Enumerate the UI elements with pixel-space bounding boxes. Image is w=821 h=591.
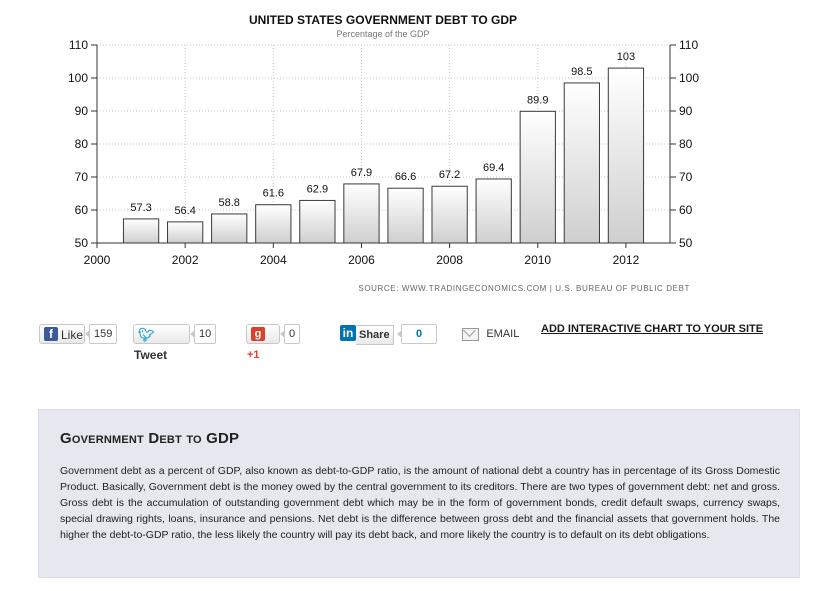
- x-tick-label: 2000: [84, 253, 111, 267]
- tweet-count: 10: [189, 324, 217, 344]
- bar-value-label: 58.8: [219, 197, 240, 209]
- linkedin-icon: in: [340, 325, 356, 341]
- bar: [299, 199, 336, 244]
- chart-subtitle: Percentage of the GDP: [336, 29, 429, 39]
- bar-value-label: 57.3: [130, 202, 151, 214]
- facebook-like-button[interactable]: f Like: [39, 324, 85, 344]
- bar: [431, 185, 468, 244]
- bar-value-label: 61.6: [263, 188, 284, 200]
- y-tick-label-right: 90: [679, 104, 693, 118]
- x-tick-label: 2008: [436, 253, 463, 267]
- facebook-like-group: f Like 159: [39, 324, 118, 346]
- facebook-like-count: 159: [84, 324, 118, 344]
- email-icon: [462, 328, 479, 341]
- linkedin-share-label: Share: [356, 325, 394, 345]
- x-tick-label: 2004: [260, 253, 287, 267]
- debt-to-gdp-chart: UNITED STATES GOVERNMENT DEBT TO GDP Per…: [68, 13, 699, 293]
- chart-area: UNITED STATES GOVERNMENT DEBT TO GDP Per…: [68, 13, 699, 293]
- y-tick-label-left: 110: [69, 38, 88, 52]
- y-tick-label-left: 60: [75, 203, 89, 217]
- tweet-label: Tweet: [134, 348, 168, 362]
- bars: 57.3 56.4 58.8 61.6 62.9 67.9 66.6 67.2 69.4 89.9…: [122, 51, 645, 244]
- email-group[interactable]: EMAIL: [462, 324, 519, 346]
- bar-value-label: 89.9: [527, 94, 548, 106]
- twitter-bird-icon: 🐦︎: [138, 327, 155, 342]
- x-tick-label: 2010: [524, 253, 551, 267]
- google-plus-count: 0: [279, 324, 301, 344]
- chart-title: UNITED STATES GOVERNMENT DEBT TO GDP: [249, 13, 517, 27]
- tweet-group: 🐦︎ Tweet 10: [133, 324, 217, 362]
- bar: [255, 204, 292, 244]
- google-g-icon: g: [251, 327, 265, 341]
- bar: [607, 67, 645, 244]
- facebook-like-label: Like: [61, 328, 84, 342]
- bar-value-label: 67.9: [351, 167, 372, 179]
- x-tick-label: 2012: [613, 253, 640, 267]
- bar-value-label: 62.9: [307, 183, 328, 195]
- chart-source: SOURCE: WWW.TRADINGECONOMICS.COM | U.S. …: [358, 284, 690, 293]
- y-tick-label-left: 80: [75, 137, 89, 151]
- y-tick-label-right: 50: [679, 236, 693, 250]
- y-tick-label-left: 50: [75, 236, 89, 250]
- bar: [343, 183, 380, 244]
- facebook-icon: f: [44, 327, 58, 341]
- description-text: Government debt as a percent of GDP, als…: [60, 465, 780, 541]
- y-tick-label-right: 80: [679, 137, 693, 151]
- bar: [475, 178, 512, 244]
- tweet-button[interactable]: 🐦︎ Tweet: [133, 324, 190, 362]
- add-interactive-chart-link[interactable]: ADD INTERACTIVE CHART TO YOUR SITE: [541, 323, 764, 335]
- description-heading: Government Debt to GDP: [60, 430, 240, 447]
- y-tick-label-right: 110: [679, 38, 698, 52]
- bar: [211, 213, 248, 244]
- google-plus-label: +1: [247, 349, 260, 361]
- x-tick-label: 2006: [348, 253, 375, 267]
- bar-value-label: 98.5: [571, 66, 592, 78]
- bar-value-label: 56.4: [174, 205, 195, 217]
- y-tick-label-right: 100: [679, 71, 699, 85]
- bar: [167, 221, 204, 244]
- linkedin-share-button[interactable]: in Share: [340, 324, 397, 345]
- bar: [122, 218, 160, 244]
- google-plus-button[interactable]: g +1: [246, 324, 280, 361]
- bar-value-label: 66.6: [395, 171, 416, 183]
- bar-value-label: 67.2: [439, 169, 460, 181]
- bar: [387, 187, 424, 244]
- linkedin-share-count: 0: [397, 324, 437, 344]
- y-tick-label-left: 90: [75, 104, 89, 118]
- google-plus-group: g +1 0: [246, 324, 301, 361]
- bar: [563, 82, 600, 244]
- bar: [519, 110, 556, 244]
- axes: 50 50 60 60 70 70 80 80 90 90 100 100 110 110 2000 2002…: [68, 38, 699, 267]
- y-tick-label-left: 70: [75, 170, 89, 184]
- x-tick-label: 2002: [172, 253, 199, 267]
- y-tick-label-right: 60: [679, 203, 693, 217]
- y-tick-label-left: 100: [68, 71, 88, 85]
- y-tick-label-right: 70: [679, 170, 693, 184]
- bar-value-label: 69.4: [483, 162, 504, 174]
- bar-value-label: 103: [617, 51, 635, 63]
- email-label[interactable]: EMAIL: [486, 328, 520, 340]
- linkedin-share-group: in Share 0: [340, 324, 437, 346]
- description-panel: Government Debt to GDP Government debt a…: [38, 409, 800, 578]
